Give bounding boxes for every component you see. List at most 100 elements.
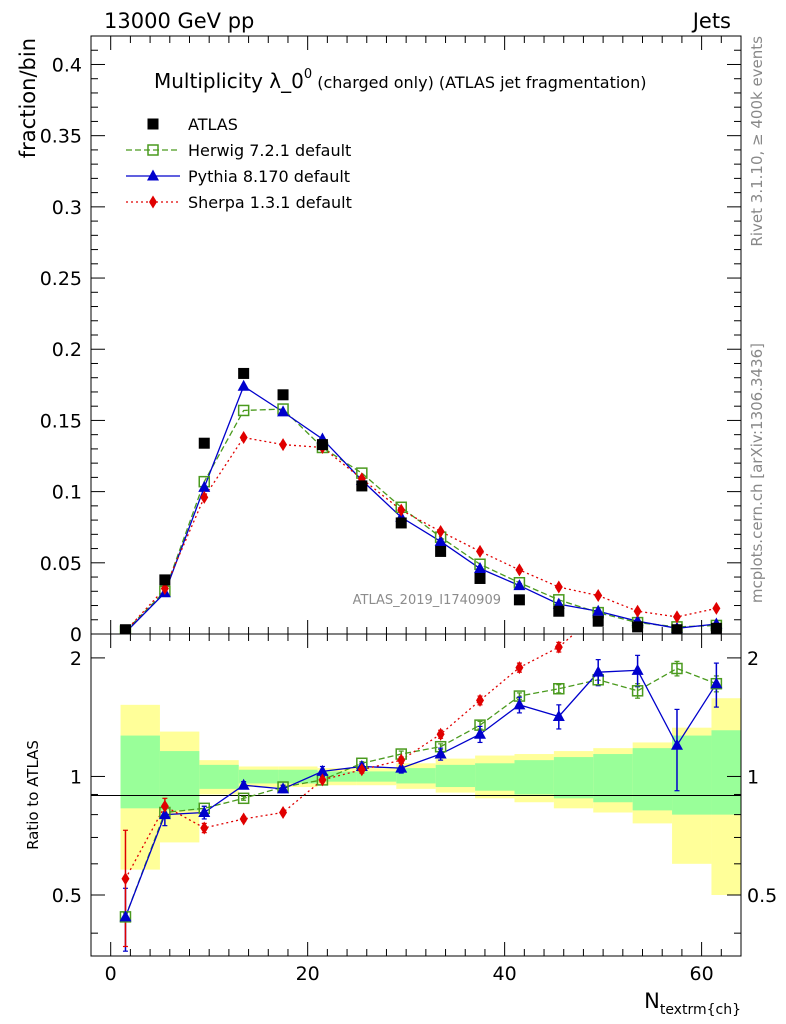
ratio-series-point xyxy=(434,747,447,759)
chart-title: Multiplicity λ_00 (charged only) (ATLAS … xyxy=(154,67,646,93)
main-series-line xyxy=(124,436,717,632)
ratio-series-point xyxy=(631,663,644,675)
x-tick-label: 20 xyxy=(296,963,320,985)
main-series-point xyxy=(279,438,288,452)
ratio-series-point xyxy=(119,910,132,922)
main-series-point xyxy=(515,563,524,577)
main-plot-series xyxy=(119,367,723,634)
band-inner-bin xyxy=(553,757,594,799)
band-inner-bin xyxy=(199,764,239,789)
main-data-point xyxy=(435,545,447,557)
ratio-plot-frame xyxy=(90,633,742,957)
band-inner-bin xyxy=(632,748,673,811)
ratio-series-point xyxy=(121,872,130,886)
main-data-point xyxy=(356,480,368,492)
legend-marker xyxy=(147,169,159,181)
ratio-series-line xyxy=(124,669,717,918)
main-series-point xyxy=(237,379,250,391)
main-series-line xyxy=(125,408,717,632)
watermark: ATLAS_2019_I1740909 xyxy=(353,593,501,608)
ratio-series-point xyxy=(474,727,487,739)
main-series-point xyxy=(554,580,563,594)
main-series-point xyxy=(633,604,642,618)
y-tick-label: 0.3 xyxy=(52,197,82,219)
ratio-series-point xyxy=(513,698,526,710)
main-data-point xyxy=(119,624,131,634)
main-series-point xyxy=(200,490,209,504)
ratio-series-point xyxy=(277,782,290,794)
ratio-series-point xyxy=(515,661,524,675)
header-left: 13000 GeV pp xyxy=(104,9,254,33)
main-series-point xyxy=(198,480,211,492)
legend-label: Herwig 7.2.1 default xyxy=(188,141,351,160)
main-data-point xyxy=(632,621,644,633)
band-inner-bin xyxy=(120,735,160,809)
ratio-series-line xyxy=(124,667,717,918)
ratio-tick-label-right: 2 xyxy=(747,648,759,670)
band-inner-bin xyxy=(278,769,318,784)
main-series-point xyxy=(434,534,447,546)
main-series-point xyxy=(712,601,721,615)
legend-marker xyxy=(147,118,159,130)
ratio-series-point xyxy=(476,693,485,707)
legend-label: ATLAS xyxy=(188,115,238,134)
main-data-point xyxy=(395,517,407,529)
main-series-point xyxy=(436,524,445,538)
main-series-point xyxy=(277,405,290,417)
ratio-tick-label: 0.5 xyxy=(52,885,82,907)
main-data-point xyxy=(513,594,525,606)
axis-tick-labels: 00.050.10.150.20.250.30.350.40 20 40 600.5 0… xyxy=(40,54,778,985)
y-tick-label: 0.05 xyxy=(40,553,82,575)
main-series-point xyxy=(594,589,603,603)
ratio-series-point xyxy=(671,662,683,675)
main-data-point xyxy=(592,615,604,627)
main-series-point xyxy=(397,503,406,517)
main-series-point xyxy=(513,579,526,591)
band-inner-bin xyxy=(356,771,397,782)
ratio-tick-label: 1 xyxy=(70,766,82,788)
band-inner-bin xyxy=(711,730,741,815)
main-data-point xyxy=(277,389,289,401)
band-inner-bin xyxy=(317,771,357,782)
band-inner-bin xyxy=(159,751,200,811)
legend-label: Pythia 8.170 default xyxy=(188,167,350,186)
y-tick-label: 0.15 xyxy=(40,410,82,432)
ratio-series-point xyxy=(357,763,366,777)
ratio-series-point xyxy=(200,821,209,835)
ratio-series-point xyxy=(237,778,250,790)
main-data-point xyxy=(316,439,328,451)
ratio-uncertainty-bands xyxy=(120,698,741,895)
main-data-point xyxy=(159,574,171,586)
ratio-series-point xyxy=(673,533,681,546)
chart-title-main: Multiplicity λ_0 xyxy=(154,69,304,93)
legend-label: Sherpa 1.3.1 default xyxy=(188,193,352,212)
y-tick-label: 0.25 xyxy=(40,268,82,290)
band-inner-bin xyxy=(238,769,279,784)
x-axis-label: Ntextrm{ch} xyxy=(644,989,741,1018)
x-tick-label: 60 xyxy=(690,963,714,985)
ratio-series-point xyxy=(634,571,642,584)
main-data-point xyxy=(474,572,486,584)
y-tick-label: 0.1 xyxy=(52,482,82,504)
ratio-series-point xyxy=(553,682,565,695)
main-data-point xyxy=(238,367,250,379)
ratio-series-point xyxy=(198,805,211,817)
x-tick-label: 0 xyxy=(105,963,117,985)
y-axis-label: fraction/bin xyxy=(16,38,40,158)
ratio-series-point xyxy=(436,727,445,741)
y-tick-label: 0.35 xyxy=(40,126,82,148)
ratio-series-point xyxy=(160,799,169,813)
ratio-series-point xyxy=(318,773,327,787)
band-inner-bin xyxy=(475,763,515,791)
y-tick-label: 0.4 xyxy=(52,54,82,76)
main-series-point xyxy=(476,544,485,558)
ratio-series-point xyxy=(670,738,683,750)
header-right: Jets xyxy=(691,9,731,33)
ratio-series-point xyxy=(631,685,644,697)
legend: ATLAS Herwig 7.2.1 default Pythia 8.170 de… xyxy=(126,115,352,212)
main-data-point xyxy=(710,622,722,634)
ratio-series-point xyxy=(554,640,563,654)
main-data-point xyxy=(198,437,210,449)
ratio-series-point xyxy=(397,753,406,767)
